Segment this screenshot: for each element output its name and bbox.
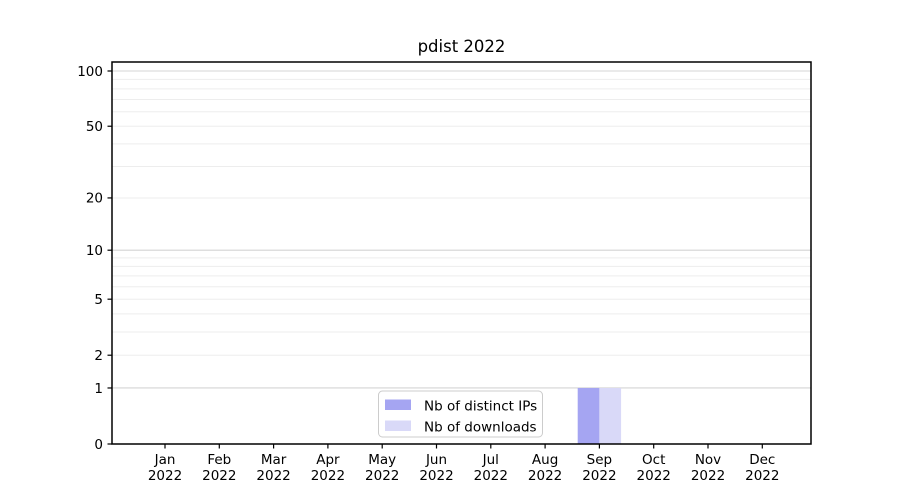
chart-title: pdist 2022	[418, 37, 506, 56]
legend-label-downloads: Nb of downloads	[424, 420, 537, 436]
x-tick-label-month: Aug	[532, 452, 558, 468]
y-tick-label: 100	[77, 64, 103, 80]
gridlines	[112, 70, 811, 389]
x-axis-ticks: Jan2022Feb2022Mar2022Apr2022May2022Jun20…	[148, 444, 779, 484]
y-tick-label: 0	[94, 437, 103, 453]
y-tick-label: 10	[86, 243, 103, 259]
legend: Nb of distinct IPs Nb of downloads	[378, 390, 543, 438]
y-tick-label: 50	[86, 119, 103, 135]
legend-swatch-distinct-ips-icon	[385, 399, 411, 410]
y-axis-ticks: 0 1 2 5 10 20 50 100	[77, 64, 112, 453]
y-tick-label: 5	[94, 292, 103, 308]
x-tick-label-year: 2022	[311, 468, 345, 484]
bar-sep-2022-s0	[577, 387, 600, 444]
plot-area-border	[111, 61, 812, 445]
x-tick-label-year: 2022	[528, 468, 562, 484]
x-tick-label-month: Dec	[749, 452, 775, 468]
x-tick-label-year: 2022	[474, 468, 508, 484]
x-tick-label-month: Oct	[642, 452, 665, 468]
y-tick-label: 2	[94, 348, 103, 364]
y-tick-label: 20	[86, 191, 103, 207]
x-tick-label-year: 2022	[256, 468, 290, 484]
bar-series	[577, 387, 622, 444]
x-tick-label-year: 2022	[148, 468, 182, 484]
x-tick-label-month: Feb	[207, 452, 231, 468]
x-tick-label-year: 2022	[691, 468, 725, 484]
x-tick-label-month: Nov	[695, 452, 721, 468]
x-tick-label-year: 2022	[419, 468, 453, 484]
x-tick-label-month: Jul	[482, 452, 499, 468]
x-tick-label-month: Jan	[154, 452, 176, 468]
bar-sep-2022-s1	[599, 387, 622, 444]
x-tick-label-year: 2022	[582, 468, 616, 484]
x-tick-label-year: 2022	[745, 468, 779, 484]
y-tick-label: 1	[94, 381, 103, 397]
legend-box	[378, 390, 543, 438]
x-tick-label-year: 2022	[637, 468, 671, 484]
x-tick-label-month: Apr	[316, 452, 340, 468]
legend-label-distinct-ips: Nb of distinct IPs	[424, 399, 537, 415]
x-tick-label-month: May	[368, 452, 396, 468]
x-tick-label-month: Jun	[425, 452, 447, 468]
x-tick-label-year: 2022	[365, 468, 399, 484]
x-tick-label-month: Mar	[261, 452, 287, 468]
legend-swatch-downloads-icon	[385, 420, 411, 431]
x-tick-label-year: 2022	[202, 468, 236, 484]
x-tick-label-month: Sep	[587, 452, 612, 468]
